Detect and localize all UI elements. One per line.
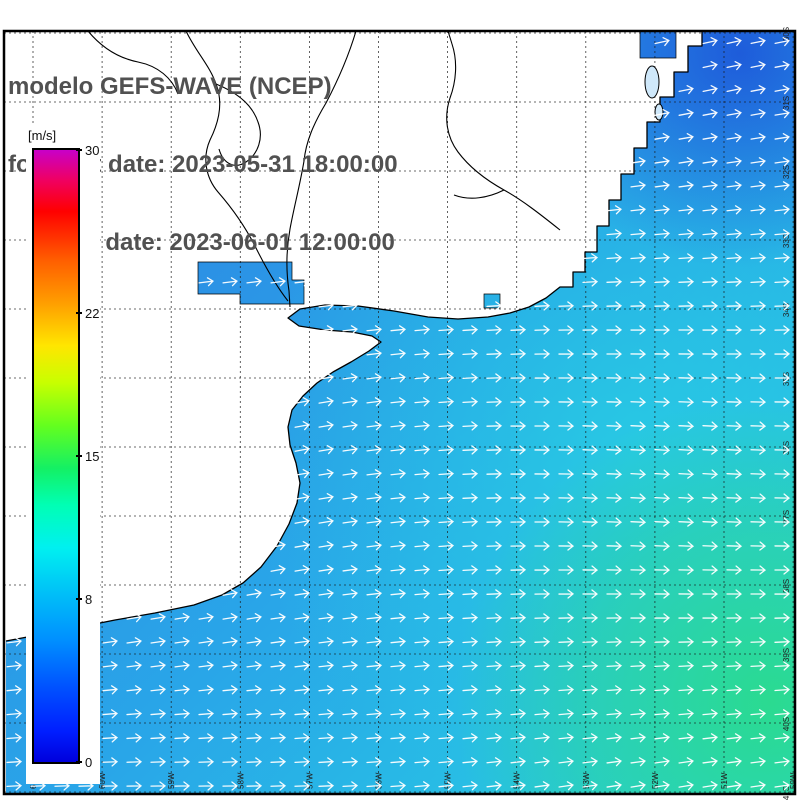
svg-text:34S: 34S — [782, 303, 791, 317]
colorbar-tick-label: 22 — [85, 306, 100, 322]
svg-text:52W: 52W — [651, 772, 660, 789]
svg-text:31S: 31S — [782, 96, 791, 110]
colorbar-tick-mark — [76, 761, 82, 763]
svg-text:60W: 60W — [98, 772, 107, 789]
svg-text:50W: 50W — [789, 772, 798, 789]
svg-text:53W: 53W — [582, 772, 591, 789]
colorbar: [m/s] 30 22 15 8 0 — [26, 124, 100, 784]
svg-text:51W: 51W — [720, 772, 729, 789]
coastline — [5, 31, 703, 642]
colorbar-gradient — [32, 148, 80, 764]
svg-text:58W: 58W — [236, 772, 245, 789]
svg-text:30S: 30S — [782, 27, 791, 41]
map-frame — [2, 29, 797, 796]
colorbar-tick-label: 8 — [85, 591, 93, 607]
colorbar-tick-mark — [76, 455, 82, 457]
borders-and-rivers — [87, 30, 664, 308]
svg-text:55W: 55W — [444, 772, 453, 789]
grid-tick-labels: 61W30S60W31S59W32S58W33S57W34S56W35S55W3… — [29, 27, 798, 800]
svg-text:37S: 37S — [782, 510, 791, 524]
svg-text:40S: 40S — [782, 717, 791, 731]
colorbar-tick-label: 15 — [85, 449, 100, 464]
colorbar-tick-mark — [76, 597, 82, 600]
svg-text:35S: 35S — [782, 372, 791, 386]
model-title: modelo GEFS-WAVE (NCEP) — [8, 73, 332, 100]
svg-text:39S: 39S — [782, 648, 791, 662]
colorbar-tick-label: 30 — [85, 143, 100, 158]
svg-text:57W: 57W — [305, 772, 314, 789]
svg-text:32S: 32S — [782, 165, 791, 179]
colorbar-tick-mark — [76, 149, 82, 151]
svg-text:38S: 38S — [782, 579, 791, 593]
svg-text:56W: 56W — [375, 772, 384, 789]
svg-text:33S: 33S — [782, 234, 791, 248]
svg-text:59W: 59W — [167, 772, 176, 789]
colorbar-tick-label: 0 — [85, 755, 93, 770]
colorbar-unit-label: [m/s] — [28, 128, 57, 143]
svg-text:54W: 54W — [513, 772, 522, 789]
colorbar-tick-mark — [76, 312, 82, 315]
